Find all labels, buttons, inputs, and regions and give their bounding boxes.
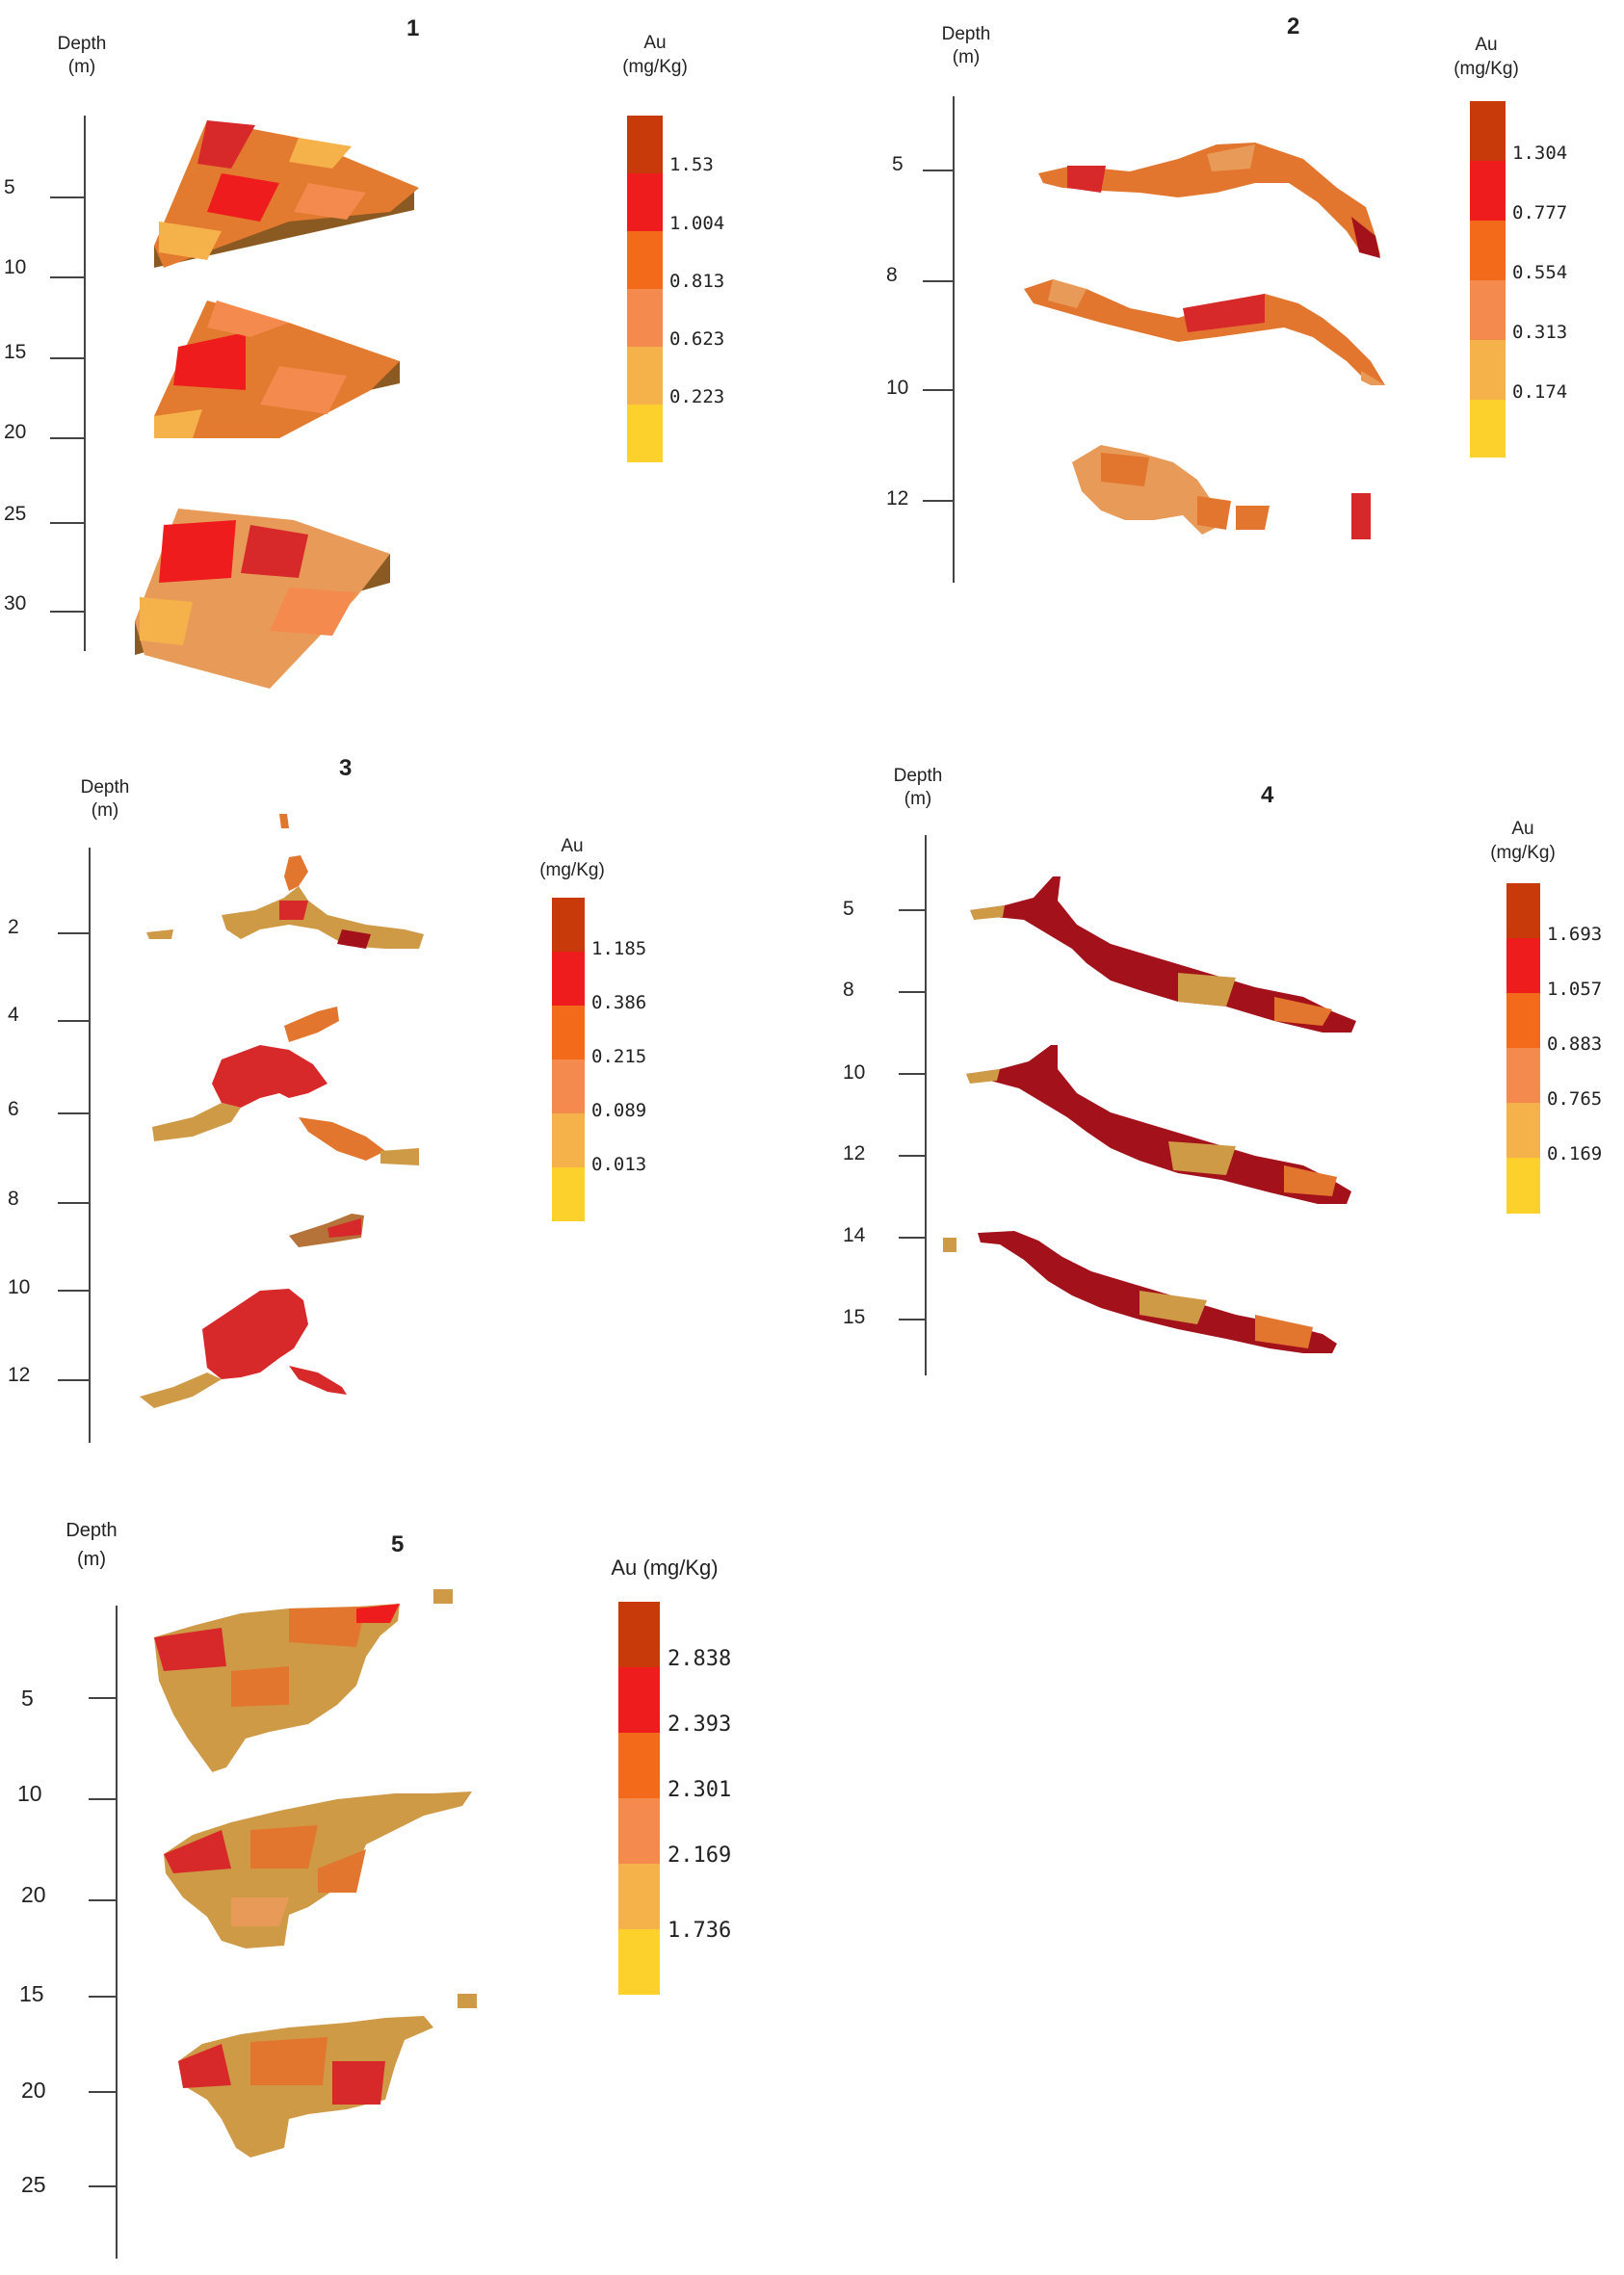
legend-value: 1.693 <box>1547 924 1603 945</box>
block-model-3d <box>943 876 1356 1353</box>
depth-axis <box>899 835 927 1375</box>
legend-title: Au (mg/Kg) <box>1454 35 1519 79</box>
color-scale <box>552 898 585 1221</box>
panel-number: 4 <box>1261 782 1274 808</box>
panel-3: 3 Depth (m) 2 4 6 8 10 12 <box>0 732 812 1464</box>
legend-value: 0.215 <box>591 1046 647 1067</box>
depth-axis <box>50 116 86 651</box>
legend-value: 1.185 <box>591 938 647 959</box>
legend-value: 0.013 <box>591 1154 647 1175</box>
legend-value: 0.174 <box>1512 381 1568 403</box>
depth-tick: 15 <box>19 1981 44 2006</box>
legend-value: 0.089 <box>591 1100 647 1121</box>
depth-tick: 5 <box>843 898 854 920</box>
depth-axis-title: Depth (m) <box>941 24 991 67</box>
legend-value: 1.736 <box>668 1919 732 1943</box>
depth-tick: 14 <box>843 1224 866 1246</box>
panel-number: 3 <box>339 755 353 781</box>
panel-number: 1 <box>406 15 420 41</box>
panel-4: 4 Depth (m) 5 8 10 12 14 15 <box>812 732 1624 1464</box>
color-scale <box>618 1602 660 1995</box>
depth-tick: 10 <box>4 256 27 278</box>
depth-tick: 10 <box>886 377 909 399</box>
color-scale <box>1506 883 1540 1214</box>
legend-value: 0.777 <box>1512 202 1568 223</box>
depth-tick: 20 <box>4 421 27 443</box>
legend-value: 2.301 <box>668 1778 732 1802</box>
depth-axis <box>923 96 955 583</box>
legend-value: 0.813 <box>669 271 725 292</box>
block-model-3d <box>1024 143 1385 539</box>
panel-1: 1 Depth (m) 5 10 15 20 25 30 <box>0 0 812 713</box>
depth-tick: 12 <box>886 487 909 510</box>
panel-5: 5 Depth (m) 5 10 20 15 20 25 <box>0 1483 812 2275</box>
legend-value: 0.169 <box>1547 1143 1603 1164</box>
legend-value: 2.838 <box>668 1647 732 1671</box>
depth-tick: 20 <box>21 1882 46 1907</box>
depth-tick: 30 <box>4 592 27 615</box>
color-scale <box>1470 101 1506 458</box>
legend-title: Au (mg/Kg) <box>1490 819 1556 863</box>
depth-tick: 4 <box>8 1004 19 1026</box>
depth-tick: 10 <box>17 1781 42 1806</box>
depth-tick: 12 <box>843 1142 866 1164</box>
legend-value: 1.057 <box>1547 979 1603 1000</box>
legend-value: 0.386 <box>591 992 647 1013</box>
legend-value: 0.223 <box>669 386 725 407</box>
block-model-3d <box>140 814 424 1408</box>
legend-value: 2.393 <box>668 1713 732 1737</box>
depth-tick: 5 <box>4 176 15 198</box>
legend-title: Au (mg/Kg) <box>539 836 605 880</box>
panel-number: 2 <box>1287 13 1300 39</box>
legend-title: Au (mg/Kg) <box>622 33 688 77</box>
panel-2: 2 Depth (m) 5 8 10 12 <box>812 0 1624 713</box>
depth-axis <box>58 848 91 1443</box>
block-model-3d <box>135 120 419 689</box>
depth-tick: 5 <box>892 153 904 175</box>
depth-axis-title: Depth (m) <box>80 777 130 821</box>
depth-tick: 10 <box>843 1061 866 1084</box>
depth-axis <box>89 1606 118 2259</box>
depth-tick: 20 <box>21 2078 46 2103</box>
depth-axis-title: Depth (m) <box>65 1520 118 1570</box>
depth-tick: 8 <box>886 264 898 286</box>
legend-value: 2.169 <box>668 1844 732 1868</box>
color-scale <box>627 116 663 462</box>
legend-value: 0.313 <box>1512 322 1568 343</box>
depth-tick: 2 <box>8 916 19 938</box>
depth-tick: 8 <box>8 1188 19 1210</box>
legend-value: 1.53 <box>669 154 714 175</box>
block-model-3d <box>154 1589 477 2157</box>
depth-tick: 10 <box>8 1276 31 1298</box>
depth-tick: 15 <box>4 341 27 363</box>
depth-tick: 15 <box>843 1306 866 1328</box>
legend-value: 0.765 <box>1547 1088 1603 1110</box>
legend-value: 1.304 <box>1512 143 1568 164</box>
legend-value: 1.004 <box>669 213 725 234</box>
legend-value: 0.623 <box>669 328 725 350</box>
depth-tick: 5 <box>21 1686 34 1711</box>
depth-tick: 25 <box>21 2172 46 2197</box>
depth-tick: 6 <box>8 1098 19 1120</box>
depth-tick: 12 <box>8 1364 31 1386</box>
depth-tick: 25 <box>4 503 27 525</box>
legend-value: 0.883 <box>1547 1033 1603 1055</box>
legend-title: Au (mg/Kg) <box>611 1556 719 1580</box>
depth-tick: 8 <box>843 979 854 1001</box>
depth-axis-title: Depth (m) <box>57 34 107 77</box>
depth-axis-title: Depth (m) <box>893 766 943 809</box>
panel-number: 5 <box>391 1531 405 1557</box>
legend-value: 0.554 <box>1512 262 1568 283</box>
